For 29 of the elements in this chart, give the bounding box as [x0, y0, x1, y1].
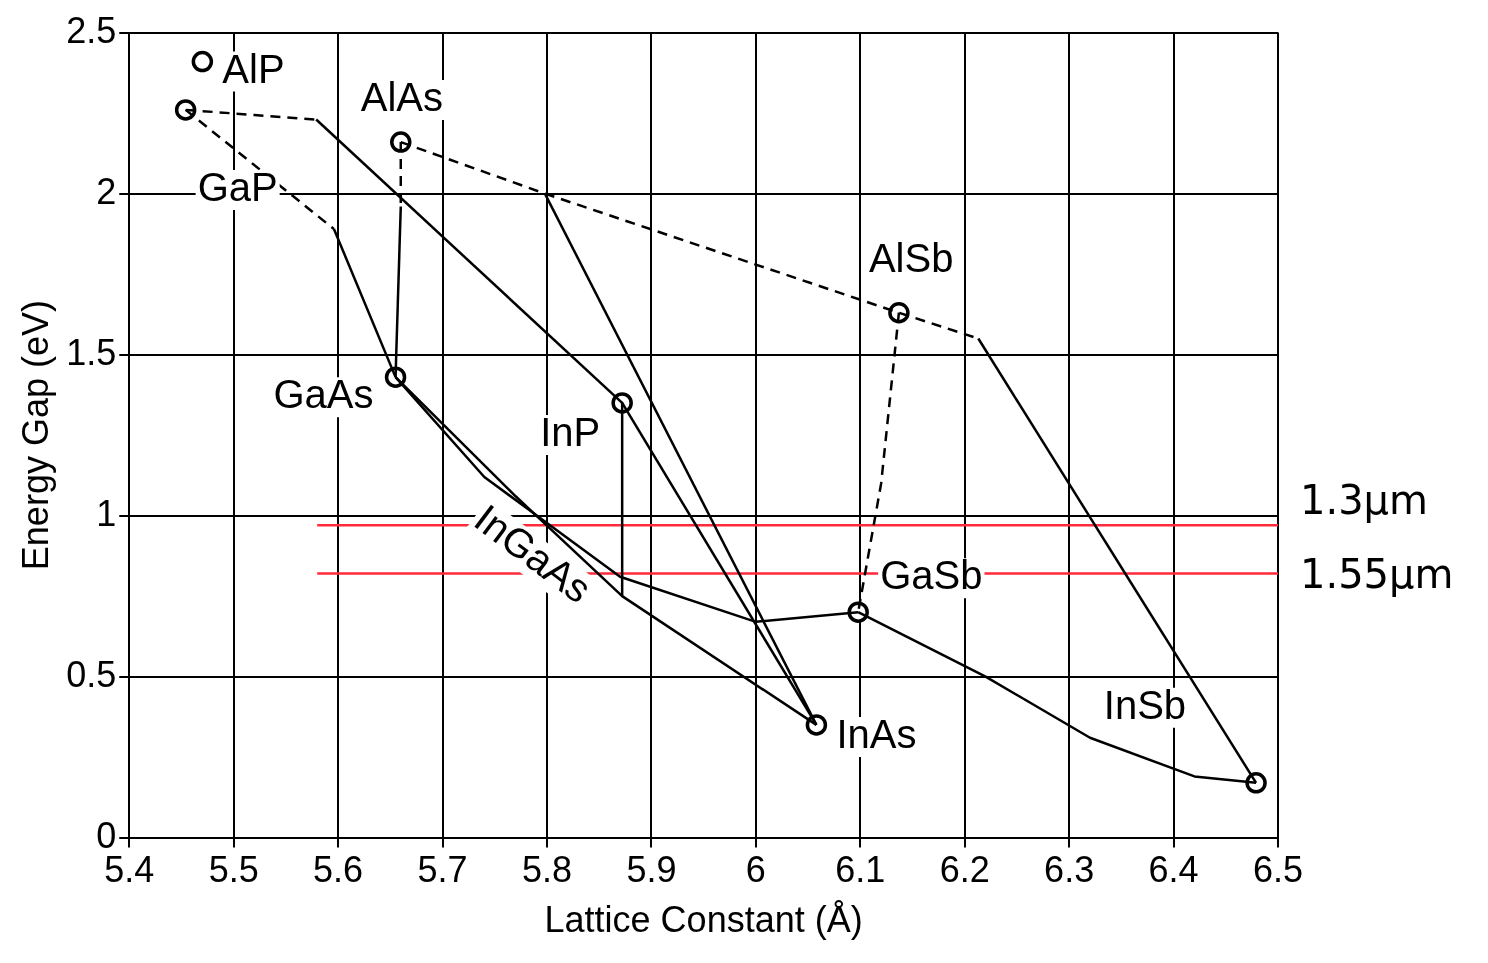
x-tick-label: 6.2	[939, 849, 990, 891]
y-tick-label: 0.5	[66, 653, 117, 695]
x-tick-label: 6.4	[1148, 849, 1199, 891]
y-tick-label: 1	[96, 492, 117, 534]
series-label: 1.55μm	[1300, 551, 1454, 598]
annotation: InAs	[836, 711, 917, 756]
x-tick-label: 5.7	[417, 849, 468, 891]
annotation: AlSb	[868, 235, 954, 280]
x-tick-label: 5.6	[313, 849, 364, 891]
y-tick-label: 2.5	[66, 9, 117, 51]
x-tick-label: 5.5	[208, 849, 259, 891]
y-tick-label: 2	[96, 170, 117, 212]
annotation: GaSb	[880, 553, 983, 598]
x-tick-label: 5.8	[521, 849, 572, 891]
x-tick-label: 6.5	[1252, 849, 1304, 891]
annotation: AlAs	[360, 75, 444, 120]
annotation: InP	[540, 409, 601, 454]
y-tick-label: 1.5	[66, 331, 117, 373]
annotation: GaAs	[273, 372, 374, 417]
y-axis-title: Energy Gap (eV)	[14, 300, 56, 571]
x-tick-label: 5.9	[626, 849, 677, 891]
x-tick-label: 6	[745, 849, 766, 891]
annotation: GaP	[197, 164, 278, 209]
annotation: InSb	[1103, 682, 1187, 727]
series-label: 1.3μm	[1300, 476, 1429, 523]
x-axis-title: Lattice Constant (Å)	[544, 899, 863, 941]
x-tick-label: 6.3	[1044, 849, 1095, 891]
x-tick-label: 6.1	[835, 849, 886, 891]
annotation: AlP	[222, 46, 285, 91]
